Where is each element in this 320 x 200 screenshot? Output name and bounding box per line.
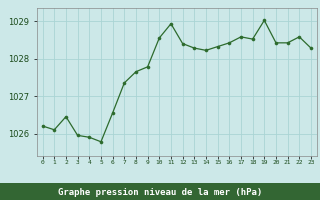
Text: Graphe pression niveau de la mer (hPa): Graphe pression niveau de la mer (hPa) [58,188,262,197]
